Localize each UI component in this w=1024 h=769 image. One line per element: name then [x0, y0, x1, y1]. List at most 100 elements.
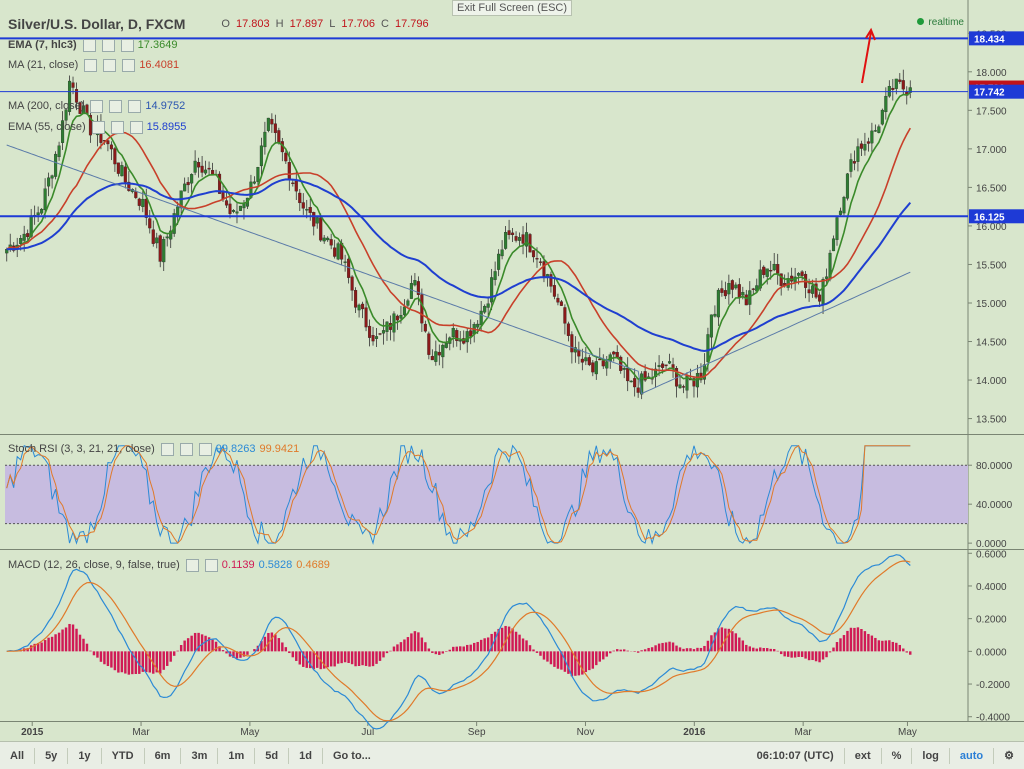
candle	[364, 307, 368, 328]
candle	[626, 368, 630, 382]
ohlc-h-value: 17.897	[289, 18, 324, 30]
candle	[877, 126, 881, 133]
settings-gear-icon[interactable]	[110, 120, 124, 134]
visibility-eye-icon[interactable]	[82, 38, 96, 52]
legend-ema7-value: 17.3649	[137, 39, 178, 51]
visibility-eye-icon[interactable]	[84, 58, 98, 72]
divider	[993, 747, 995, 764]
candle	[556, 297, 560, 303]
range-ytd-button[interactable]: YTD	[111, 749, 134, 762]
candle	[57, 145, 61, 158]
settings-gear-icon[interactable]	[109, 99, 123, 113]
settings-gear-icon[interactable]	[185, 558, 199, 572]
visibility-eye-icon[interactable]	[160, 442, 174, 456]
candle	[137, 198, 141, 206]
candle	[493, 271, 497, 280]
percent-toggle[interactable]: %	[891, 749, 902, 762]
candle	[664, 364, 668, 367]
range-all-button[interactable]: All	[10, 749, 25, 762]
candle	[514, 236, 518, 241]
gear-icon[interactable]: ⚙	[1004, 749, 1014, 762]
range-1y-button[interactable]: 1y	[78, 749, 91, 762]
ema55-line	[6, 178, 912, 353]
candle	[629, 380, 633, 383]
goto-button[interactable]: Go to...	[332, 749, 371, 762]
auto-toggle[interactable]: auto	[959, 749, 984, 762]
chart-background	[0, 0, 1024, 741]
range-1d-button[interactable]: 1d	[299, 749, 312, 762]
candle	[50, 175, 54, 179]
candle	[598, 358, 602, 361]
settings-gear-icon[interactable]	[101, 38, 115, 52]
close-x-icon[interactable]	[204, 558, 218, 572]
candle	[120, 165, 124, 177]
settings-gear-icon[interactable]	[103, 58, 117, 72]
candle	[776, 264, 780, 274]
candle	[402, 306, 406, 316]
candle	[535, 258, 539, 260]
range-3m-button[interactable]: 3m	[191, 749, 208, 762]
divider	[880, 747, 882, 764]
log-toggle[interactable]: log	[922, 749, 939, 762]
candle	[326, 237, 330, 241]
legend-ema7-label: EMA (7, hlc3)	[8, 39, 77, 51]
candle	[207, 167, 211, 170]
price-tag-label: 17.742	[974, 88, 1005, 99]
price-tag-label: 16.125	[974, 212, 1005, 223]
range-1m-button[interactable]: 1m	[228, 749, 245, 762]
settings-gear-icon[interactable]	[179, 442, 193, 456]
legend-ema55[interactable]: EMA (55, close) 15.8955	[8, 119, 186, 135]
price-tick-label: 18.000	[976, 68, 1007, 79]
legend-ma21-value: 16.4081	[139, 59, 180, 71]
candle	[190, 174, 194, 184]
close-x-icon[interactable]	[120, 38, 134, 52]
candles-group	[5, 69, 912, 400]
ma21-line	[6, 127, 911, 379]
candle	[615, 352, 619, 358]
visibility-eye-icon[interactable]	[90, 99, 104, 113]
legend-macd[interactable]: MACD (12, 26, close, 9, false, true) 0.1…	[8, 557, 330, 573]
candle	[706, 334, 710, 362]
range-5y-button[interactable]: 5y	[45, 749, 58, 762]
close-x-icon[interactable]	[122, 58, 136, 72]
macd-tick-label: 0.2000	[976, 615, 1007, 626]
candle	[350, 276, 354, 291]
candle	[863, 144, 867, 151]
price-axis-background	[968, 0, 1024, 741]
close-x-icon[interactable]	[129, 120, 143, 134]
visibility-eye-icon[interactable]	[91, 120, 105, 134]
candle	[291, 182, 295, 185]
candle	[891, 87, 895, 90]
legend-ema7[interactable]: EMA (7, hlc3) 17.3649	[8, 37, 177, 53]
candle	[395, 315, 399, 321]
time-tick-label: May	[898, 727, 917, 738]
candle	[357, 304, 361, 311]
candle	[524, 232, 529, 247]
range-5d-button[interactable]: 5d	[265, 749, 279, 762]
candle	[668, 361, 672, 364]
candle	[294, 180, 298, 192]
legend-stoch[interactable]: Stoch RSI (3, 3, 21, 21, close) 99.8263 …	[8, 441, 299, 457]
price-tick-label: 16.500	[976, 183, 1007, 194]
candle	[845, 173, 850, 199]
macd-tick-label: -0.2000	[976, 680, 1010, 691]
ext-toggle[interactable]: ext	[854, 749, 871, 762]
candle	[811, 285, 815, 294]
candle	[772, 263, 776, 271]
candle	[455, 330, 459, 341]
stoch-tick-label: 40.0000	[976, 500, 1013, 511]
candle	[381, 330, 386, 334]
symbol-title[interactable]: Silver/U.S. Dollar, D, FXCM	[8, 16, 186, 32]
macd-signal-line	[6, 560, 911, 722]
candle	[231, 210, 236, 212]
legend-ma200[interactable]: MA (200, close) 14.9752	[8, 98, 185, 114]
exit-fullscreen-button[interactable]: Exit Full Screen (ESC)	[452, 0, 572, 16]
close-x-icon[interactable]	[128, 99, 142, 113]
candle	[43, 188, 47, 211]
legend-ma21[interactable]: MA (21, close) 16.4081	[8, 57, 179, 73]
macd-histogram-group	[9, 623, 912, 677]
candle	[183, 183, 187, 192]
close-x-icon[interactable]	[198, 442, 212, 456]
range-6m-button[interactable]: 6m	[154, 749, 171, 762]
